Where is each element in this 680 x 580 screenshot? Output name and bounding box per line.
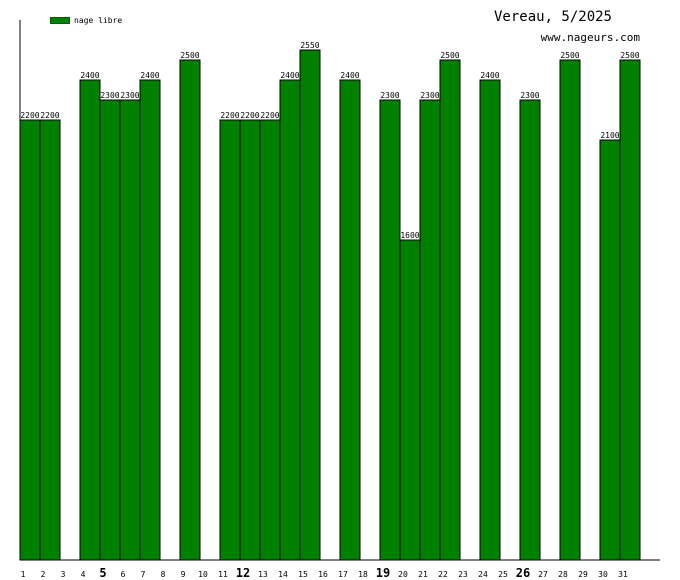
bar-value-label: 2200 bbox=[240, 111, 259, 120]
legend-swatch bbox=[50, 17, 70, 24]
x-tick-label: 31 bbox=[618, 570, 628, 579]
bar-value-label: 2300 bbox=[520, 91, 539, 100]
bar-value-label: 2300 bbox=[380, 91, 399, 100]
bar-value-label: 2400 bbox=[280, 71, 299, 80]
bar-value-label: 2400 bbox=[80, 71, 99, 80]
x-tick-label: 10 bbox=[198, 570, 208, 579]
x-tick-label: 7 bbox=[141, 570, 146, 579]
bar-day-15 bbox=[299, 49, 321, 561]
legend-label: nage libre bbox=[74, 16, 123, 25]
bar-value-label: 2200 bbox=[260, 111, 279, 120]
x-tick-label: 25 bbox=[498, 570, 508, 579]
bar-day-24 bbox=[479, 79, 501, 561]
x-tick-label: 3 bbox=[61, 570, 66, 579]
x-tick-label: 14 bbox=[278, 570, 288, 579]
bar-day-31 bbox=[619, 59, 641, 561]
bar-value-label: 2200 bbox=[220, 111, 239, 120]
x-tick-label: 26 bbox=[516, 566, 530, 580]
bar-value-label: 2200 bbox=[20, 111, 39, 120]
bar-value-label: 1600 bbox=[400, 231, 419, 240]
bar-day-5 bbox=[99, 99, 121, 561]
x-tick-label: 21 bbox=[418, 570, 428, 579]
x-tick-label: 9 bbox=[181, 570, 186, 579]
chart-title: Vereau, 5/2025 bbox=[493, 9, 612, 25]
bar-value-label: 2400 bbox=[480, 71, 499, 80]
bar-day-28 bbox=[559, 59, 581, 561]
bar-value-label: 2100 bbox=[600, 131, 619, 140]
x-tick-label: 2 bbox=[41, 570, 46, 579]
x-tick-label: 12 bbox=[236, 566, 250, 580]
bar-day-14 bbox=[279, 79, 301, 561]
bar-day-17 bbox=[339, 79, 361, 561]
x-tick-label: 5 bbox=[99, 566, 106, 580]
bar-value-label: 2500 bbox=[440, 51, 459, 60]
bar-value-label: 2200 bbox=[40, 111, 59, 120]
bar-day-9 bbox=[179, 59, 201, 561]
bar-day-21 bbox=[419, 99, 441, 561]
x-tick-label: 27 bbox=[538, 570, 548, 579]
bar-value-label: 2500 bbox=[620, 51, 639, 60]
bar-day-2 bbox=[39, 119, 61, 561]
bar-value-label: 2400 bbox=[340, 71, 359, 80]
x-tick-label: 22 bbox=[438, 570, 448, 579]
legend: nage libre bbox=[50, 16, 122, 25]
x-tick-label: 13 bbox=[258, 570, 268, 579]
bar-value-label: 2300 bbox=[120, 91, 139, 100]
x-tick-label: 30 bbox=[598, 570, 608, 579]
bar-day-7 bbox=[139, 79, 161, 561]
x-tick-label: 18 bbox=[358, 570, 368, 579]
bar-day-1 bbox=[19, 119, 41, 561]
bar-value-label: 2550 bbox=[300, 41, 319, 50]
x-tick-label: 20 bbox=[398, 570, 408, 579]
bar-day-30 bbox=[599, 139, 621, 561]
x-tick-label: 1 bbox=[21, 570, 26, 579]
bar-day-11 bbox=[219, 119, 241, 561]
bar-day-26 bbox=[519, 99, 541, 561]
bar-day-6 bbox=[119, 99, 141, 561]
x-tick-label: 15 bbox=[298, 570, 308, 579]
x-tick-label: 8 bbox=[161, 570, 166, 579]
bar-value-label: 2400 bbox=[140, 71, 159, 80]
x-tick-label: 4 bbox=[81, 570, 86, 579]
bar-value-label: 2300 bbox=[100, 91, 119, 100]
x-tick-label: 24 bbox=[478, 570, 488, 579]
x-tick-label: 19 bbox=[376, 566, 390, 580]
bar-day-12 bbox=[239, 119, 261, 561]
bar-value-label: 2500 bbox=[180, 51, 199, 60]
x-tick-label: 29 bbox=[578, 570, 588, 579]
bar-day-4 bbox=[79, 79, 101, 561]
x-tick-label: 28 bbox=[558, 570, 568, 579]
bar-day-20 bbox=[399, 239, 421, 561]
bar-day-22 bbox=[439, 59, 461, 561]
bar-day-19 bbox=[379, 99, 401, 561]
chart-subtitle: www.nageurs.com bbox=[540, 31, 640, 44]
bar-value-label: 2500 bbox=[560, 51, 579, 60]
x-tick-label: 6 bbox=[121, 570, 126, 579]
x-tick-label: 11 bbox=[218, 570, 228, 579]
x-tick-label: 17 bbox=[338, 570, 348, 579]
bar-day-13 bbox=[259, 119, 281, 561]
x-tick-label: 16 bbox=[318, 570, 328, 579]
bar-value-label: 2300 bbox=[420, 91, 439, 100]
x-tick-label: 23 bbox=[458, 570, 468, 579]
